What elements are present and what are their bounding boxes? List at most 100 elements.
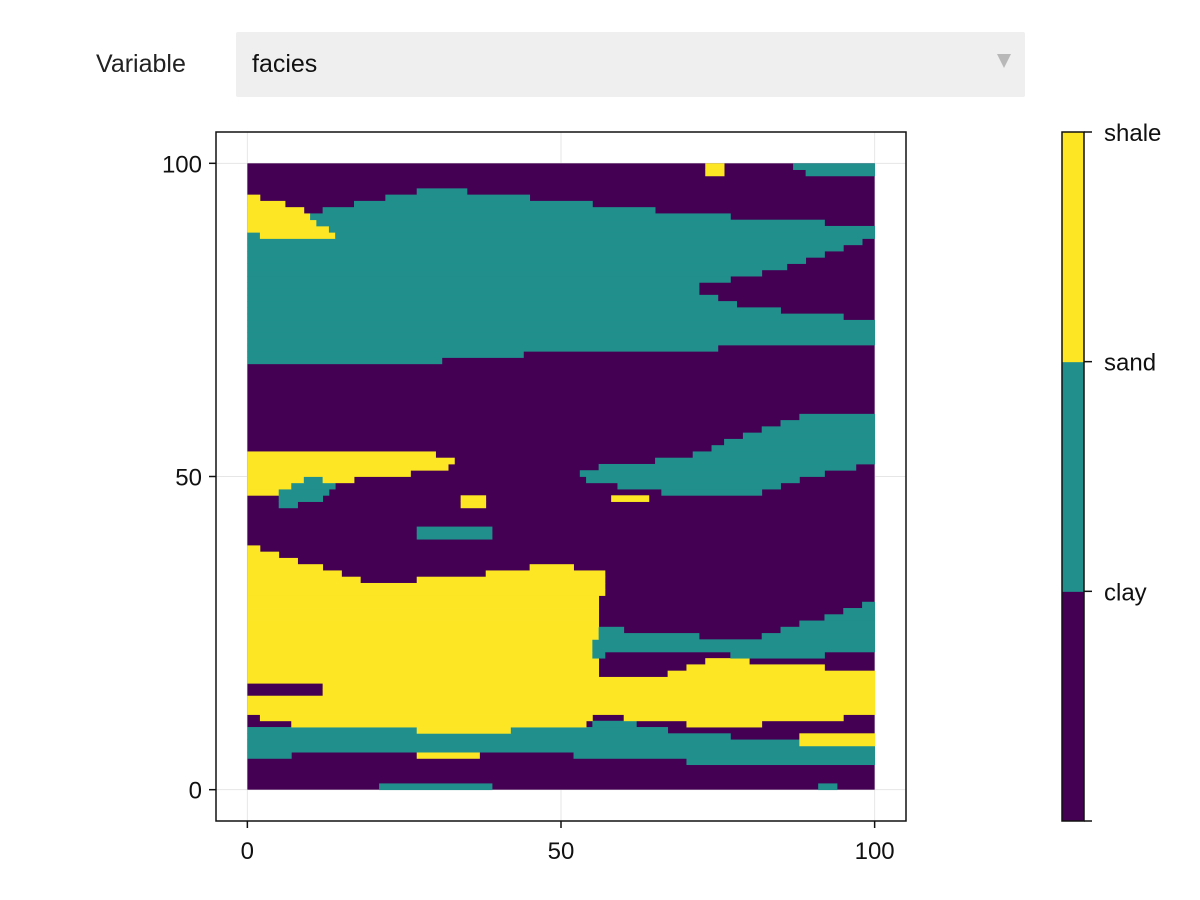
colorbar-label-clay: clay (1104, 579, 1147, 606)
heatmap-cell-sand (247, 276, 731, 283)
heatmap-cell-shale (611, 495, 650, 502)
heatmap-cell-sand (592, 639, 876, 647)
y-tick-label-0: 0 (189, 778, 202, 805)
heatmap-cell-sand (278, 501, 298, 509)
heatmap-cell-shale (322, 476, 355, 484)
heatmap-cell-sand (247, 282, 700, 289)
heatmap-cell-sand (354, 200, 593, 208)
colorbar-label-shale: shale (1104, 120, 1161, 147)
colorbar-segment-sand (1062, 361, 1084, 592)
heatmap-cell-shale (291, 720, 587, 728)
heatmap-cell-sand (247, 288, 700, 296)
heatmap-cell-sand (247, 269, 763, 277)
heatmap-cell-sand (303, 476, 324, 484)
heatmap-cell-sand (416, 526, 493, 534)
heatmap-cell-sand (799, 620, 876, 628)
heatmap-cell-sand (761, 426, 876, 434)
heatmap-cell-shale (247, 476, 305, 484)
heatmap-cell-sand (247, 232, 261, 239)
heatmap-cell-sand (655, 457, 876, 465)
heatmap-cell-sand (247, 294, 719, 302)
x-tick-label-1: 50 (548, 838, 575, 865)
heatmap-cell-shale (247, 626, 600, 634)
x-tick-label-2: 100 (855, 838, 895, 865)
heatmap-cell-shale (247, 451, 436, 459)
heatmap-cell-sand (598, 626, 625, 634)
heatmap-cell-shale (247, 639, 593, 647)
heatmap-cell-sand (278, 495, 324, 502)
heatmap-cell-shale (485, 570, 606, 578)
heatmap-cell-shale (247, 582, 606, 590)
heatmap-cell-sand (310, 213, 731, 221)
heatmap-cell-sand (573, 752, 876, 759)
heatmap-cell-sand (730, 651, 825, 659)
heatmap-cell-shale (247, 620, 600, 628)
heatmap-cell-shale (247, 601, 600, 609)
heatmap-cell-shale (705, 163, 725, 170)
heatmap-cell-sand (247, 326, 876, 333)
heatmap-cell-sand (247, 332, 876, 340)
heatmap-cell-sand (824, 614, 876, 621)
heatmap-cell-sand (335, 232, 876, 239)
heatmap-cell-shale (247, 651, 593, 659)
chevron-down-icon[interactable] (997, 54, 1011, 68)
heatmap-cell-sand (379, 783, 493, 791)
heatmap-cell-sand (247, 313, 844, 321)
heatmap-cell-sand (328, 225, 876, 233)
heatmap-cell-shale (247, 576, 361, 584)
heatmap-cell-shale (416, 752, 480, 759)
colorbar-frame (1061, 131, 1085, 822)
heatmap-cell-shale (259, 714, 593, 722)
heatmap-cell-sand (818, 783, 838, 791)
colorbar: clay sand shale (1061, 120, 1161, 822)
heatmap-cell-shale (416, 576, 606, 584)
heatmap-cell-shale (247, 551, 280, 559)
heatmap-cell-shale (460, 495, 487, 502)
heatmap-cell-sand (617, 482, 781, 490)
heatmap-cell-sand (247, 263, 788, 271)
heatmap-cell-shale (705, 658, 750, 665)
heatmap-cell-shale (247, 545, 261, 553)
heatmap-cell-shale (705, 169, 725, 177)
heatmap-cell-sand (686, 758, 876, 766)
heatmap-cell-sand (661, 489, 763, 496)
heatmap-cell-shale (529, 564, 574, 571)
heatmap-cell-sand (742, 432, 876, 440)
heatmap-cell-sand (247, 733, 731, 740)
heatmap-cell-shale (247, 564, 324, 571)
heatmap-cell-shale (322, 689, 876, 697)
heatmap-cell-sand (843, 608, 876, 615)
heatmap-cell-shale (247, 658, 600, 665)
heatmap-cell-shale (799, 733, 876, 740)
heatmap-cell-shale (247, 570, 342, 578)
heatmap-cell-shale (322, 683, 876, 690)
heatmap-cell-sand (247, 739, 800, 747)
heatmap-cell-shale (667, 670, 876, 678)
heatmap-cell-shale (247, 557, 298, 565)
heatmap-cell-sand (416, 188, 468, 196)
heatmap-cell-shale (247, 200, 286, 208)
heatmap-cell-shale (247, 463, 449, 471)
heatmap-cell-sand (247, 307, 781, 315)
heatmap-cell-shale (247, 213, 311, 221)
heatmap-cell-sand (247, 257, 807, 264)
heatmap-cell-sand (724, 438, 876, 446)
heatmap-cell-sand (579, 470, 825, 477)
heatmap-cell-shale (686, 720, 763, 728)
heatmap-cell-sand (316, 219, 825, 227)
heatmap-cell-shale (247, 595, 600, 603)
heatmap-cell-sand (247, 301, 738, 308)
colorbar-segment-shale (1062, 132, 1084, 363)
heatmap-cell-sand (793, 163, 876, 170)
heatmap-cell-shale (623, 714, 844, 722)
heatmap-cell-shale (247, 701, 876, 709)
heatmap-cell-sand (692, 451, 876, 459)
heatmap-cell-shale (247, 194, 261, 202)
heatmap-cell-shale (799, 739, 876, 747)
y-tick-label-2: 100 (162, 151, 202, 178)
variable-dropdown[interactable]: facies (236, 32, 1025, 97)
heatmap-cell-sand (247, 344, 719, 352)
heatmap-cell-sand (247, 357, 443, 365)
heatmap-cell-shale (259, 232, 336, 239)
